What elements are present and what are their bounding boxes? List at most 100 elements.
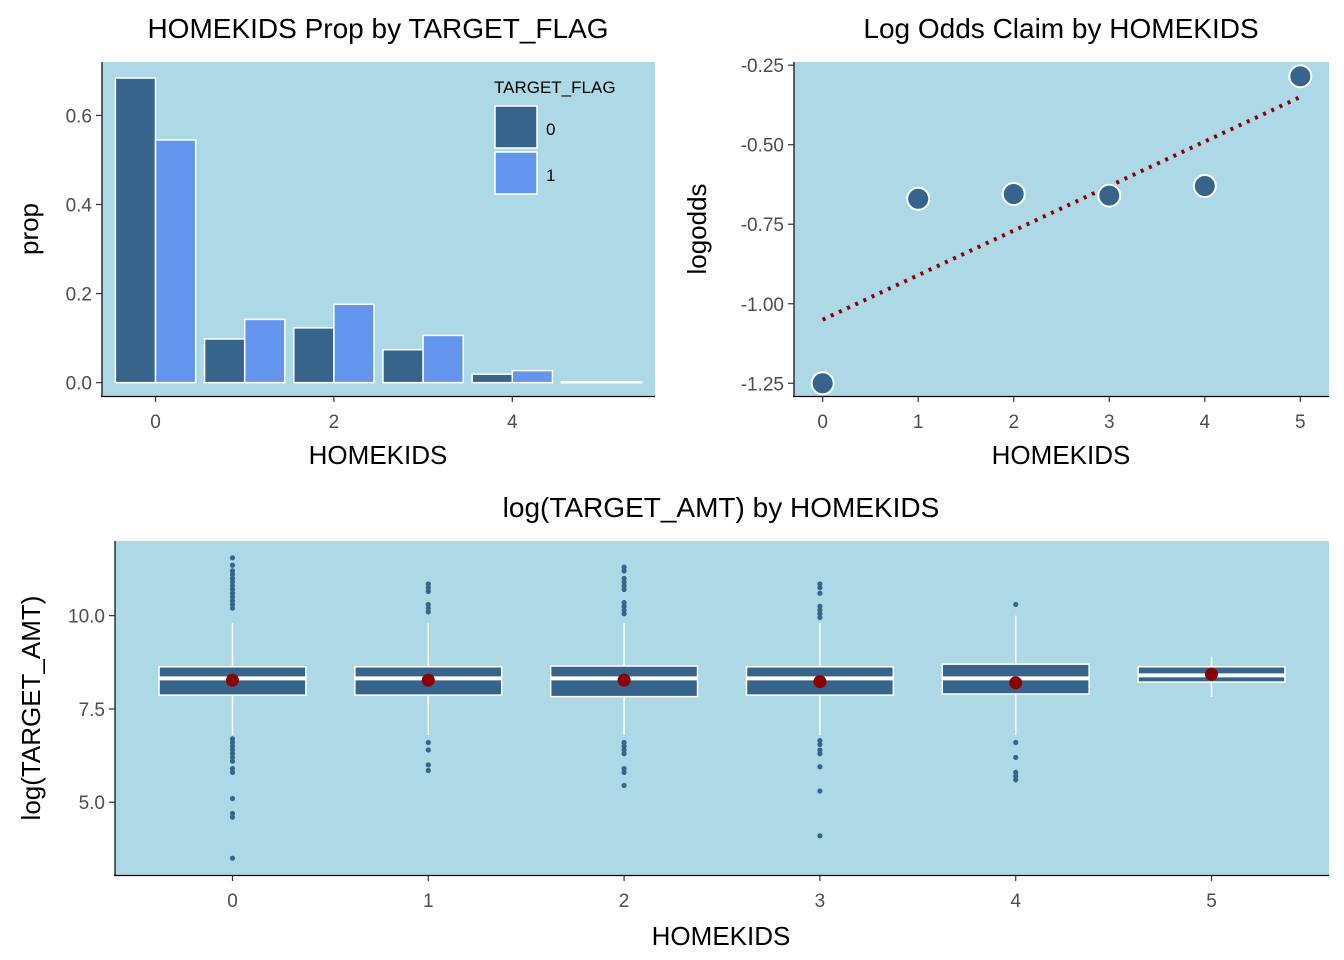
bar-homekids-1-flag-0 bbox=[203, 338, 246, 384]
boxplot-outlier-3 bbox=[817, 764, 823, 770]
bar-chart-x-tick-label: 4 bbox=[507, 412, 518, 433]
boxplot-chart-title: log(TARGET_AMT) by HOMEKIDS bbox=[503, 492, 940, 523]
boxplot-outlier-0 bbox=[229, 579, 236, 585]
boxplot-outlier-2 bbox=[621, 782, 627, 789]
logodds-chart-y-tick-label: -1.00 bbox=[741, 295, 784, 316]
logodds-chart-x-axis-title: HOMEKIDS bbox=[992, 440, 1131, 470]
boxplot-outlier-2 bbox=[621, 564, 627, 570]
boxplot-boxes bbox=[158, 555, 1286, 861]
logodds-chart-y-tick-label: -1.25 bbox=[741, 374, 784, 395]
boxplot-outlier-3 bbox=[817, 585, 823, 591]
logodds-point-3 bbox=[1097, 183, 1122, 208]
logodds-point-2 bbox=[1001, 182, 1026, 207]
boxplot-outlier-4 bbox=[1013, 739, 1019, 746]
bar-chart-y-axis-title: prop bbox=[14, 203, 44, 255]
boxplot-outlier-3 bbox=[817, 751, 823, 757]
logodds-points bbox=[810, 64, 1313, 396]
boxplot-outlier-2 bbox=[621, 611, 627, 617]
boxplot-chart-x-tick-label: 2 bbox=[619, 891, 630, 912]
boxplot-mean-5 bbox=[1205, 667, 1219, 681]
bar-homekids-5-flag-0 bbox=[560, 380, 603, 384]
legend-title: TARGET_FLAG bbox=[494, 78, 616, 97]
bar-chart-y-tick-label: 0.6 bbox=[66, 106, 92, 127]
logodds-point-5 bbox=[1288, 64, 1313, 89]
boxplot-outlier-0 bbox=[229, 586, 236, 593]
logodds-chart-y-tick-label: -0.25 bbox=[741, 56, 784, 77]
boxplot-outlier-0 bbox=[229, 583, 236, 589]
bar-chart-y-tick-label: 0.0 bbox=[66, 374, 92, 395]
boxplot-chart-x-tick-label: 5 bbox=[1206, 891, 1217, 912]
boxplot-outlier-0 bbox=[229, 758, 236, 764]
boxplot-outlier-4 bbox=[1013, 601, 1019, 608]
bar-chart-legend: TARGET_FLAG 0 1 bbox=[494, 78, 616, 195]
bar-chart-y-tick-label: 0.4 bbox=[66, 196, 93, 217]
boxplot-outlier-0 bbox=[229, 594, 236, 600]
legend-key-1 bbox=[494, 151, 538, 195]
boxplot-outlier-2 bbox=[621, 583, 627, 589]
boxplot-outlier-0 bbox=[229, 571, 236, 578]
boxplot-outlier-1 bbox=[425, 609, 431, 615]
boxplot-outlier-0 bbox=[229, 601, 236, 608]
bar-chart-title: HOMEKIDS Prop by TARGET_FLAG bbox=[147, 13, 608, 44]
logodds-chart-y-tick-label: -0.50 bbox=[741, 136, 784, 157]
boxplot-outlier-0 bbox=[229, 568, 236, 574]
boxplot-outlier-1 bbox=[425, 739, 431, 746]
boxplot-outlier-3 bbox=[817, 614, 823, 621]
boxplot-chart-ticks: 0 1 2 3 4 5 5.0 7.5 10.0 bbox=[68, 607, 1217, 912]
boxplot-outlier-3 bbox=[817, 747, 823, 753]
bar-chart-x-tick-label: 2 bbox=[329, 412, 340, 433]
logodds-chart-x-tick-label: 3 bbox=[1104, 412, 1115, 433]
boxplot-outlier-4 bbox=[1013, 754, 1019, 761]
boxplot-outlier-3 bbox=[817, 788, 823, 794]
boxplot-outlier-2 bbox=[621, 579, 627, 585]
boxplot-mean-4 bbox=[1009, 676, 1023, 690]
logodds-chart-x-tick-label: 1 bbox=[913, 412, 924, 433]
boxplot-chart-x-tick-label: 4 bbox=[1010, 891, 1021, 912]
boxplot-outlier-0 bbox=[229, 555, 236, 561]
boxplot-outlier-3 bbox=[817, 590, 823, 596]
boxplot-outlier-2 bbox=[621, 607, 627, 613]
logodds-point-1 bbox=[906, 186, 931, 211]
boxplot-chart-x-tick-label: 0 bbox=[227, 891, 238, 912]
boxplot-outlier-1 bbox=[425, 747, 431, 753]
boxplot-outlier-3 bbox=[817, 607, 823, 613]
legend-label-1: 1 bbox=[546, 166, 555, 185]
logodds-trend-line-segment bbox=[821, 95, 1302, 322]
boxplot-chart-x-axis-title: HOMEKIDS bbox=[652, 921, 791, 951]
logodds-chart-x-tick-label: 5 bbox=[1295, 412, 1306, 433]
boxplot-mean-1 bbox=[421, 673, 435, 687]
bar-chart-y-tick-label: 0.2 bbox=[66, 285, 92, 306]
boxplot-outlier-3 bbox=[817, 581, 823, 587]
bar-chart-ticks: 0 2 4 0.0 0.2 0.4 0.6 bbox=[66, 106, 518, 433]
boxplot-outlier-2 bbox=[621, 743, 627, 749]
boxplot-outlier-3 bbox=[817, 603, 823, 609]
boxplot-chart-y-tick-label: 10.0 bbox=[68, 607, 105, 628]
boxplot-outlier-3 bbox=[817, 833, 823, 839]
boxplot-outlier-2 bbox=[621, 586, 627, 593]
boxplot-outlier-2 bbox=[621, 769, 627, 775]
logodds-chart-plot-background bbox=[794, 62, 1329, 396]
boxplot-chart-y-tick-label: 5.0 bbox=[79, 793, 105, 814]
logodds-chart-x-tick-label: 2 bbox=[1008, 412, 1019, 433]
boxplot-mean-0 bbox=[225, 673, 239, 687]
logodds-chart-title: Log Odds Claim by HOMEKIDS bbox=[863, 13, 1258, 44]
bar-chart-bars bbox=[114, 77, 643, 384]
boxplot-outlier-0 bbox=[229, 754, 236, 761]
boxplot-outlier-0 bbox=[229, 605, 236, 611]
boxplot-outlier-3 bbox=[817, 741, 823, 747]
boxplot-chart-x-tick-label: 1 bbox=[423, 891, 434, 912]
boxplot-outlier-0 bbox=[229, 598, 236, 604]
boxplot-outlier-0 bbox=[229, 810, 236, 817]
boxplot-outlier-4 bbox=[1013, 769, 1019, 775]
logodds-trend-line bbox=[821, 95, 1302, 322]
boxplot-outlier-0 bbox=[229, 747, 236, 753]
boxplot-outlier-0 bbox=[229, 766, 236, 772]
bar-homekids-2-flag-1 bbox=[333, 303, 375, 384]
boxplot-outlier-3 bbox=[817, 611, 823, 617]
boxplot-outlier-1 bbox=[425, 588, 431, 594]
logodds-chart-panel: Log Odds Claim by HOMEKIDS 0 1 2 3 4 5 -1.25 -1… bbox=[682, 13, 1329, 470]
boxplot-outlier-2 bbox=[621, 603, 627, 609]
boxplot-outlier-4 bbox=[1013, 777, 1019, 783]
boxplot-outlier-0 bbox=[229, 855, 236, 861]
